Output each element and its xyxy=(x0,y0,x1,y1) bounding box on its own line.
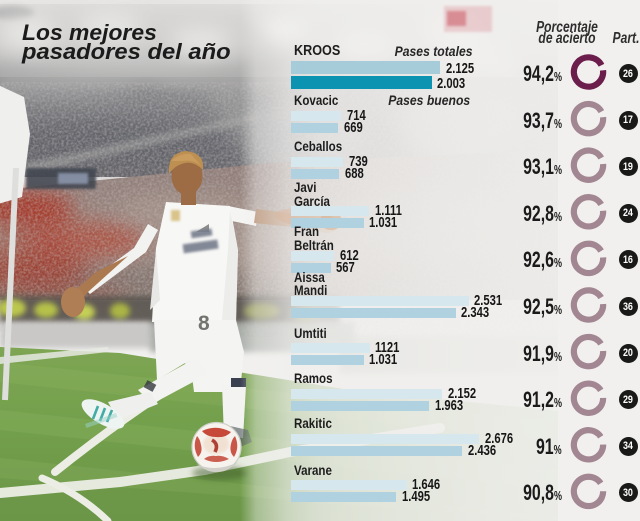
svg-text:8: 8 xyxy=(198,312,210,335)
